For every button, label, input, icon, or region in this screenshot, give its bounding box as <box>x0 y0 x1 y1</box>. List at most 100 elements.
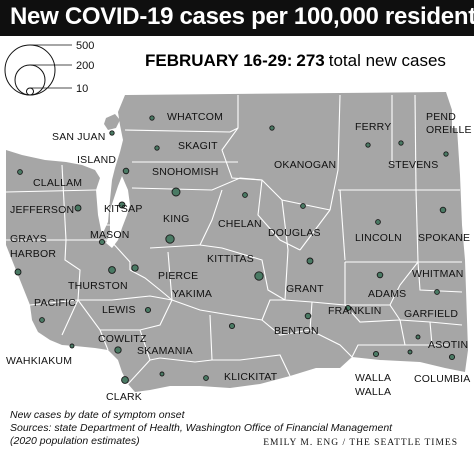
legend-circle-10 <box>26 87 34 96</box>
county-label-pend-oreille-line1: PEND <box>426 111 456 123</box>
county-king: KING <box>163 213 189 225</box>
county-island: ISLAND <box>77 154 116 166</box>
period-total: 273 <box>296 51 325 70</box>
case-dot-pierce <box>131 264 139 272</box>
county-label-whitman: WHITMAN <box>412 268 464 280</box>
county-label-snohomish: SNOHOMISH <box>152 166 219 178</box>
case-dot-wahkiakum <box>69 343 75 349</box>
county-jefferson: JEFFERSON <box>10 204 74 216</box>
county-label-lewis: LEWIS <box>102 304 136 316</box>
county-label-walla-walla-line2: WALLA <box>355 386 391 398</box>
county-lewis: LEWIS <box>102 304 136 316</box>
county-labels: SAN JUAN WHATCOM SKAGIT ISLAND SNOHOMISH CLAL… <box>6 111 472 403</box>
legend-label-10: 10 <box>76 83 88 95</box>
county-pacific: PACIFIC <box>34 297 76 309</box>
county-label-yakima: YAKIMA <box>172 288 212 300</box>
county-label-grays-harbor-line1: GRAYS <box>10 233 47 245</box>
county-whatcom: WHATCOM <box>167 111 223 123</box>
county-douglas: DOUGLAS <box>268 227 321 239</box>
county-label-pend-oreille-line2: OREILLE <box>426 124 472 136</box>
county-grays-harbor: GRAYS HARBOR <box>10 233 56 260</box>
county-skamania: SKAMANIA <box>137 345 193 357</box>
county-label-walla-walla-line1: WALLA <box>355 372 391 384</box>
county-chelan: CHELAN <box>218 218 262 230</box>
county-asotin: ASOTIN <box>428 339 468 351</box>
case-dot-whatcom <box>149 115 155 121</box>
county-label-franklin: FRANKLIN <box>328 305 382 317</box>
case-dot-san-juan <box>109 130 115 136</box>
case-dot-garfield <box>415 334 421 340</box>
county-san-juan: SAN JUAN <box>52 131 105 143</box>
county-yakima: YAKIMA <box>172 288 212 300</box>
period-label: FEBRUARY 16-29: <box>145 51 293 70</box>
case-dot-kittitas <box>254 271 264 281</box>
county-label-wahkiakum: WAHKIAKUM <box>6 355 72 367</box>
county-grant: GRANT <box>286 283 324 295</box>
case-dot-grays-harbor <box>14 268 22 276</box>
case-dot-skamania <box>159 371 165 377</box>
county-label-king: KING <box>163 213 189 225</box>
case-dot-mason <box>98 238 106 246</box>
county-walla-walla: WALLA WALLA <box>355 372 391 398</box>
note-symptom-onset: New cases by date of symptom onset <box>10 409 185 421</box>
note-population: (2020 population estimates) <box>10 435 140 447</box>
county-label-stevens: STEVENS <box>388 159 438 171</box>
county-clallam: CLALLAM <box>33 177 82 189</box>
case-dot-asotin <box>448 353 456 361</box>
county-label-adams: ADAMS <box>368 288 406 300</box>
legend: 500 200 10 <box>4 40 94 96</box>
county-label-chelan: CHELAN <box>218 218 262 230</box>
period-summary: FEBRUARY 16-29: 273 total new cases <box>145 51 446 71</box>
case-dot-columbia <box>407 349 413 355</box>
case-rate-dots <box>14 115 456 384</box>
county-label-okanogan: OKANOGAN <box>274 159 336 171</box>
county-boundaries <box>5 94 463 385</box>
county-label-asotin: ASOTIN <box>428 339 468 351</box>
note-sources: Sources: state Department of Health, Was… <box>10 422 393 434</box>
case-dot-grant <box>306 257 314 265</box>
county-columbia: COLUMBIA <box>414 373 470 385</box>
county-pierce: PIERCE <box>158 270 198 282</box>
case-dot-lincoln <box>375 219 381 225</box>
county-label-kittitas: KITTITAS <box>207 253 254 265</box>
case-dot-clallam <box>17 169 23 175</box>
county-wahkiakum: WAHKIAKUM <box>6 355 72 367</box>
county-label-spokane: SPOKANE <box>418 232 470 244</box>
credit-line: EMILY M. ENG / THE SEATTLE TIMES <box>263 438 458 448</box>
san-juan-islands <box>104 114 120 130</box>
case-dot-kitsap <box>118 201 126 209</box>
county-spokane: SPOKANE <box>418 232 470 244</box>
county-franklin: FRANKLIN <box>328 305 382 317</box>
county-skagit: SKAGIT <box>178 140 218 152</box>
county-label-thurston: THURSTON <box>68 280 128 292</box>
county-label-garfield: GARFIELD <box>404 308 458 320</box>
legend-circle-200 <box>14 64 46 96</box>
county-label-cowlitz: COWLITZ <box>98 333 147 345</box>
case-dot-yakima <box>228 322 236 330</box>
county-label-skamania: SKAMANIA <box>137 345 193 357</box>
county-label-whatcom: WHATCOM <box>167 111 223 123</box>
legend-label-500: 500 <box>76 40 94 52</box>
county-label-kitsap: KITSAP <box>104 203 143 215</box>
washington-county-map: 500 200 10 SAN JUAN WHATCOM SKAGIT ISLAND SNOH… <box>4 40 472 403</box>
legend-label-200: 200 <box>76 60 94 72</box>
county-label-pierce: PIERCE <box>158 270 198 282</box>
case-dot-chelan <box>242 192 248 198</box>
case-dot-skagit <box>154 145 160 151</box>
whidbey-island <box>124 146 134 186</box>
case-dot-pacific <box>39 317 45 323</box>
puget-sound <box>106 176 130 248</box>
footnotes: New cases by date of symptom onset Sourc… <box>10 409 392 448</box>
county-label-grays-harbor-line2: HARBOR <box>10 248 56 260</box>
county-mason: MASON <box>90 229 130 241</box>
case-dot-spokane <box>439 206 447 214</box>
county-whitman: WHITMAN <box>412 268 464 280</box>
county-label-clark: CLARK <box>106 391 142 403</box>
county-label-klickitat: KLICKITAT <box>224 371 278 383</box>
case-dot-klickitat <box>203 375 209 381</box>
county-label-mason: MASON <box>90 229 130 241</box>
county-label-jefferson: JEFFERSON <box>10 204 74 216</box>
county-ferry: FERRY <box>355 121 391 133</box>
county-kitsap: KITSAP <box>104 203 143 215</box>
county-benton: BENTON <box>274 325 319 337</box>
